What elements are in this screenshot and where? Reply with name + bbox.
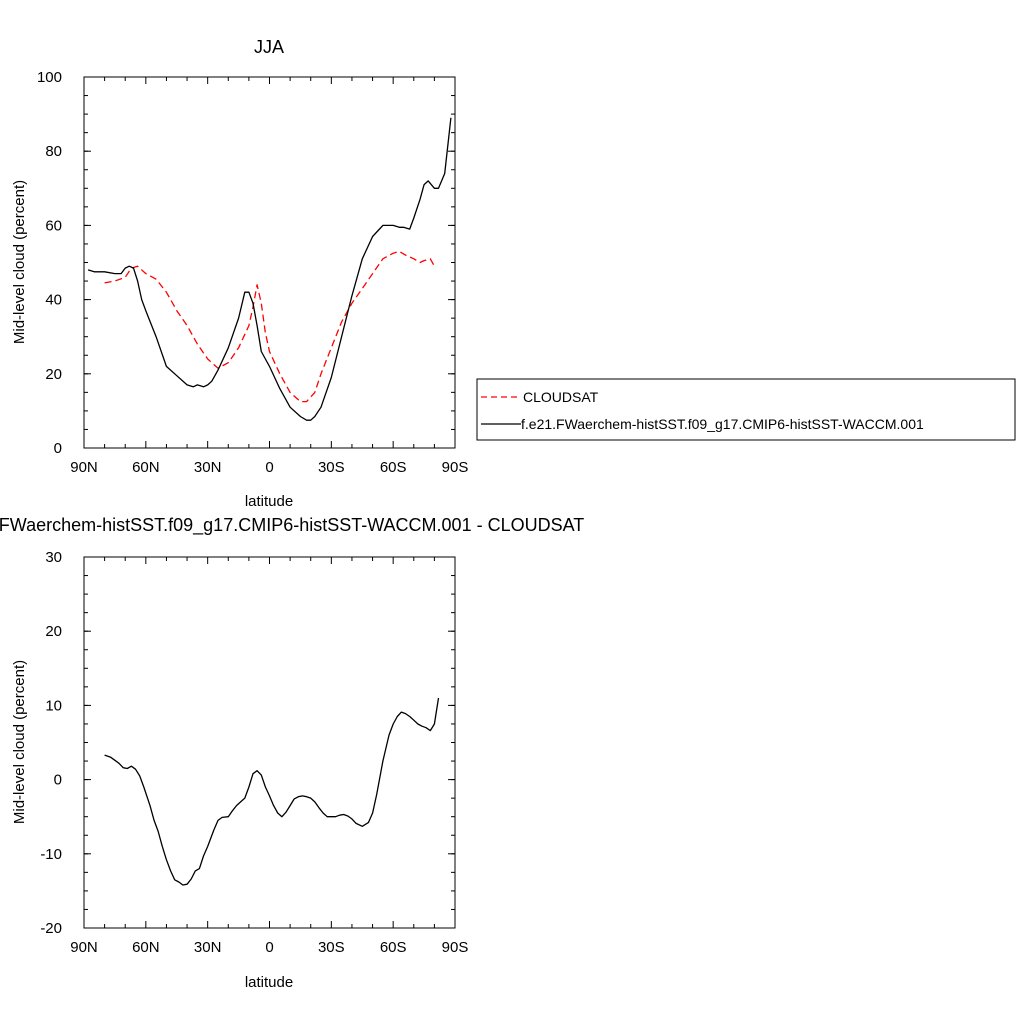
bottom-x-tick-label: 30S	[318, 939, 345, 956]
top-series-line-0	[104, 250, 435, 403]
top-x-tick-label: 30N	[194, 459, 222, 476]
top-x-tick-label: 0	[265, 459, 273, 476]
bottom-y-tick-label: -20	[40, 920, 62, 937]
bottom-plot-frame	[83, 556, 456, 929]
top-x-tick-label: 60S	[380, 459, 407, 476]
top-y-tick-label: 80	[45, 143, 62, 160]
top-panel: JJA 90N 60N 30N 0 30S 60S 90S 0 20 40 60 80 100 lati…	[11, 37, 1016, 510]
bottom-x-tick-label: 60S	[380, 939, 407, 956]
top-x-tick-label: 90N	[70, 459, 98, 476]
top-y-axis-title: Mid-level cloud (percent)	[11, 180, 28, 344]
bottom-x-tick-label: 60N	[132, 939, 160, 956]
top-y-tick-label: 20	[45, 366, 62, 383]
bottom-axis-ticks: 90N 60N 30N 0 30S 60S 90S -20 -10 0 10 20 30	[40, 549, 468, 956]
bottom-y-tick-label: 30	[45, 549, 62, 566]
top-y-tick-label: 40	[45, 292, 62, 309]
top-y-tick-label: 0	[54, 440, 62, 457]
top-legend: CLOUDSAT f.e21.FWaerchem-histSST.f09_g17…	[476, 378, 1016, 441]
bottom-chart-title: f.e21.FWaerchem-histSST.f09_g17.CMIP6-hi…	[0, 515, 584, 536]
top-x-axis-title: latitude	[245, 493, 293, 510]
bottom-chart-marks	[104, 697, 440, 886]
legend-label-cloudsat: CLOUDSAT	[523, 389, 599, 405]
top-plot-frame	[83, 76, 456, 449]
top-x-tick-label: 90S	[442, 459, 469, 476]
bottom-x-tick-label: 90N	[70, 939, 98, 956]
bottom-panel: f.e21.FWaerchem-histSST.f09_g17.CMIP6-hi…	[0, 515, 584, 991]
top-x-tick-label: 60N	[132, 459, 160, 476]
bottom-y-tick-label: 20	[45, 623, 62, 640]
bottom-x-axis-title: latitude	[245, 974, 293, 991]
bottom-x-tick-label: 30N	[194, 939, 222, 956]
top-series-line-1	[87, 117, 452, 421]
top-axis-ticks: 90N 60N 30N 0 30S 60S 90S 0 20 40 60 80 100	[37, 69, 468, 476]
bottom-y-tick-label: 0	[54, 772, 62, 789]
top-chart-marks	[87, 117, 452, 421]
top-x-tick-label: 30S	[318, 459, 345, 476]
bottom-x-tick-label: 90S	[442, 939, 469, 956]
legend-frame	[476, 378, 1016, 441]
top-y-tick-label: 100	[37, 69, 62, 86]
bottom-y-tick-label: -10	[40, 846, 62, 863]
bottom-series-line-0	[104, 697, 440, 886]
bottom-x-tick-label: 0	[265, 939, 273, 956]
top-y-tick-label: 60	[45, 217, 62, 234]
bottom-y-axis-title: Mid-level cloud (percent)	[11, 660, 28, 824]
legend-label-model: f.e21.FWaerchem-histSST.f09_g17.CMIP6-hi…	[521, 416, 924, 432]
bottom-y-tick-label: 10	[45, 697, 62, 714]
top-chart-title: JJA	[254, 37, 284, 57]
